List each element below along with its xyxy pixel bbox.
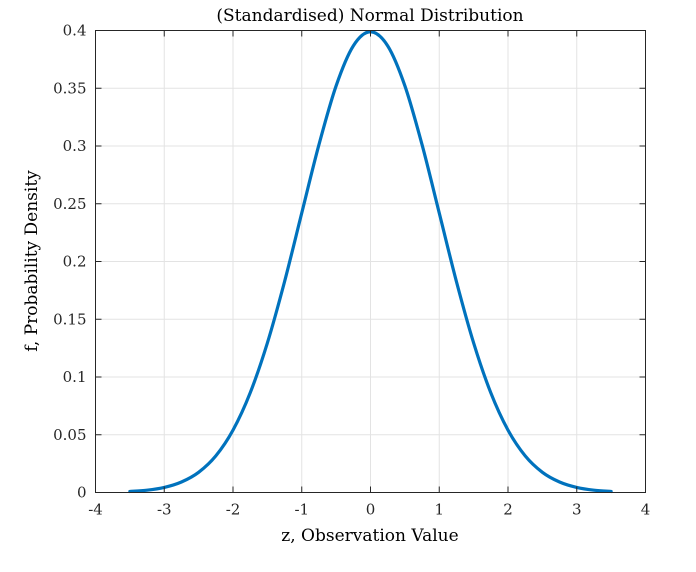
y-tick-label: 0.3: [63, 137, 87, 155]
x-tick-label: 1: [434, 501, 444, 519]
x-tick-label: 4: [641, 501, 651, 519]
x-tick-label: 0: [366, 501, 376, 519]
x-axis-label: z, Observation Value: [281, 526, 458, 546]
y-tick-label: 0.15: [53, 310, 86, 328]
y-tick-label: 0.25: [53, 195, 86, 213]
x-tick-label: 2: [503, 501, 513, 519]
y-tick-label: 0.2: [63, 253, 87, 271]
y-tick-label: 0.1: [63, 368, 87, 386]
x-tick-label: -1: [294, 501, 309, 519]
axis-ticks: -4 -3 -2 -1 0 1 2 3 4 0 0.05 0.1 0.15 0.2 0.25 0.3 0.35 0…: [53, 22, 650, 519]
y-tick-label: 0.05: [53, 426, 86, 444]
x-tick-label: -2: [226, 501, 241, 519]
x-tick-label: -3: [157, 501, 172, 519]
y-tick-label: 0: [77, 484, 87, 502]
x-tick-label: 3: [572, 501, 582, 519]
y-axis-label: f, Probability Density: [22, 170, 42, 352]
chart-title: (Standardised) Normal Distribution: [216, 6, 523, 26]
y-tick-label: 0.35: [53, 79, 86, 97]
grid-lines: [95, 30, 646, 493]
y-tick-label: 0.4: [63, 22, 87, 40]
x-tick-label: -4: [88, 501, 103, 519]
